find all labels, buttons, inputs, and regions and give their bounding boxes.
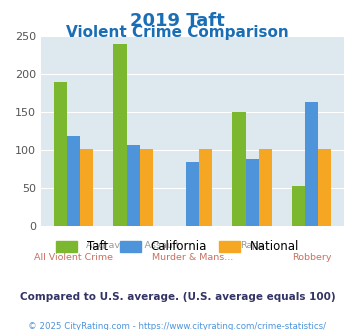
Bar xyxy=(305,102,318,226)
Bar xyxy=(318,149,331,226)
Text: Aggravated Assault: Aggravated Assault xyxy=(87,241,180,250)
Text: Violent Crime Comparison: Violent Crime Comparison xyxy=(66,25,289,40)
Bar xyxy=(54,82,67,226)
Bar xyxy=(114,44,126,226)
Text: Murder & Mans...: Murder & Mans... xyxy=(152,253,233,262)
Bar xyxy=(246,159,259,226)
Text: 2019 Taft: 2019 Taft xyxy=(130,12,225,30)
Bar xyxy=(140,149,153,226)
Bar xyxy=(199,149,212,226)
Bar xyxy=(80,149,93,226)
Legend: Taft, California, National: Taft, California, National xyxy=(51,236,304,258)
Bar xyxy=(126,145,140,226)
Text: Compared to U.S. average. (U.S. average equals 100): Compared to U.S. average. (U.S. average … xyxy=(20,292,335,302)
Bar xyxy=(67,137,80,226)
Text: Robbery: Robbery xyxy=(292,253,331,262)
Bar xyxy=(259,148,272,226)
Bar xyxy=(186,161,199,226)
Text: All Violent Crime: All Violent Crime xyxy=(34,253,113,262)
Bar xyxy=(233,112,246,226)
Bar xyxy=(292,186,305,226)
Text: © 2025 CityRating.com - https://www.cityrating.com/crime-statistics/: © 2025 CityRating.com - https://www.city… xyxy=(28,322,327,330)
Text: Rape: Rape xyxy=(240,241,264,250)
